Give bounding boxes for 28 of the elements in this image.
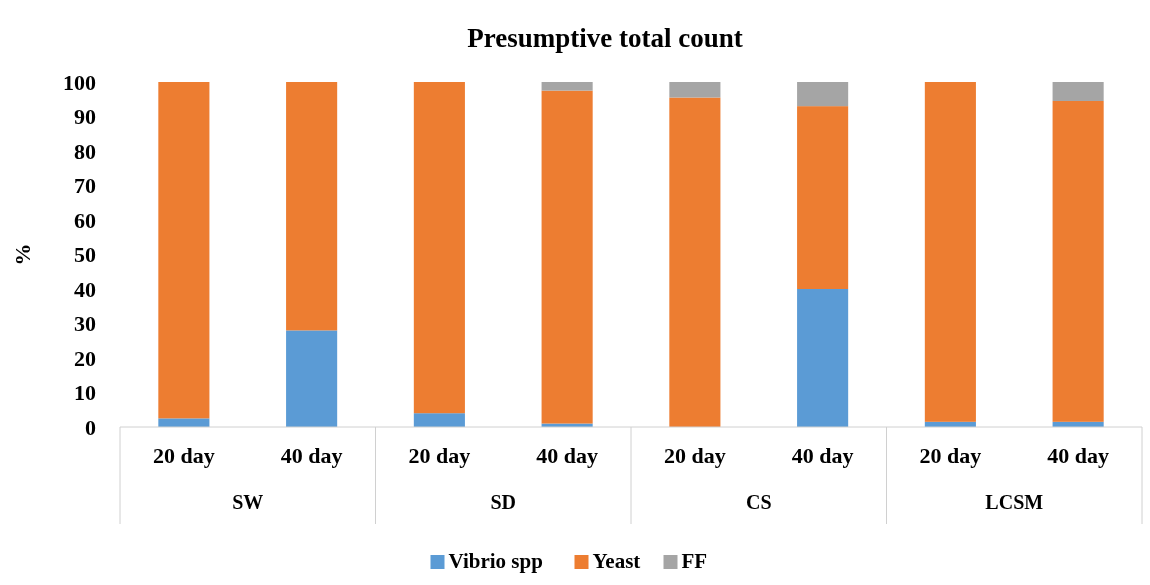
text: SW xyxy=(232,491,264,513)
x-tick-label: 40 day xyxy=(1047,443,1109,468)
x-tick-label: 40 day xyxy=(280,443,343,468)
x-tick-label: 20 day xyxy=(408,443,471,468)
text: CS xyxy=(745,491,772,513)
y-tick-label: 30 xyxy=(74,311,96,337)
y-tick-label: 10 xyxy=(74,380,96,406)
y-tick-label: 40 xyxy=(74,276,96,302)
y-tick-label: 50 xyxy=(74,242,96,268)
y-tick-label: 100 xyxy=(63,69,96,95)
y-tick-label: 80 xyxy=(74,138,96,164)
text: LCSM xyxy=(985,491,1044,513)
y-tick-label: 90 xyxy=(74,104,96,130)
legend-label: Yeast xyxy=(592,549,641,573)
x-tick-label: 20 day xyxy=(919,443,982,468)
y-axis-title: % xyxy=(10,243,35,266)
x-tick-label: 40 day xyxy=(536,443,598,468)
legend-label: Vibrio spp xyxy=(448,549,543,573)
chart-title: Presumptive total count xyxy=(467,23,743,53)
y-tick-label: 20 xyxy=(74,345,96,371)
y-tick-label: 0 xyxy=(85,414,96,440)
y-tick-label: 70 xyxy=(74,173,96,199)
x-tick-label: 20 day xyxy=(153,443,215,468)
y-tick-label: 60 xyxy=(74,207,96,233)
legend-label: FF xyxy=(681,549,708,573)
x-tick-label: 20 day xyxy=(664,443,726,468)
x-tick-label: 40 day xyxy=(791,443,854,468)
text: SD xyxy=(490,491,517,513)
